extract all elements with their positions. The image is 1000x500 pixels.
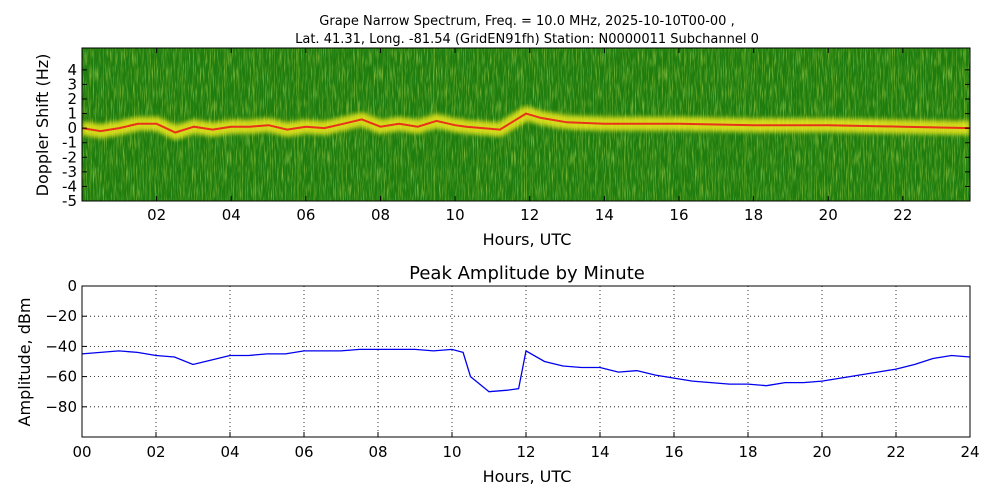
spectrogram-y-tick-label: -2 <box>62 148 77 166</box>
amplitude-x-tick-label: 20 <box>812 443 831 461</box>
spectrogram-streak <box>528 48 530 201</box>
amplitude-x-tick-label: 10 <box>442 443 461 461</box>
spectrogram-x-tick-label: 08 <box>371 206 390 224</box>
amplitude-x-tick-label: 12 <box>516 443 535 461</box>
spectrogram-y-tick-label: -3 <box>62 163 77 181</box>
amplitude-x-tick-label: 04 <box>220 443 239 461</box>
spectrogram-y-tick-label: 4 <box>67 61 77 79</box>
spectrogram-x-tick-label: 04 <box>222 206 241 224</box>
spectrogram-x-axis-label: Hours, UTC <box>483 230 572 249</box>
amplitude-x-axis-label: Hours, UTC <box>483 467 572 486</box>
spectrogram-x-tick-label: 18 <box>744 206 763 224</box>
amplitude-y-tick-label: −40 <box>45 337 77 355</box>
amplitude-y-axis-label: Amplitude, dBm <box>15 298 34 427</box>
amplitude-x-tick-label: 24 <box>960 443 979 461</box>
spectrogram-streak <box>520 48 523 201</box>
amplitude-series-line <box>81 348 971 393</box>
spectrogram-x-tick-label: 14 <box>595 206 614 224</box>
amplitude-x-tick-label: 16 <box>664 443 683 461</box>
spectrogram-x-tick-label: 22 <box>893 206 912 224</box>
spectrogram-y-tick-label: 1 <box>67 105 77 123</box>
amplitude-y-tick-label: −60 <box>45 368 77 386</box>
amplitude-y-tick-label: 0 <box>67 277 77 295</box>
amplitude-x-tick-label: 18 <box>738 443 757 461</box>
spectrogram-y-axis-label: Doppler Shift (Hz) <box>33 54 52 197</box>
doppler-trace-line <box>82 112 970 134</box>
spectrogram-y-tick-label: -1 <box>62 134 77 152</box>
spectrogram-streak <box>536 48 538 201</box>
spectrogram-x-tick-label: 12 <box>520 206 539 224</box>
amplitude-x-tick-label: 22 <box>886 443 905 461</box>
spectrogram-y-tick-label: -4 <box>62 177 77 195</box>
amplitude-plot-area <box>82 286 970 437</box>
spectrogram-y-tick-label: 0 <box>67 119 77 137</box>
amplitude-x-tick-label: 02 <box>146 443 165 461</box>
amplitude-x-tick-label: 06 <box>294 443 313 461</box>
spectrogram-x-tick-label: 20 <box>819 206 838 224</box>
spectrum-title-line1: Grape Narrow Spectrum, Freq. = 10.0 MHz,… <box>319 14 734 29</box>
spectrogram-y-tick-label: -5 <box>62 192 77 210</box>
spectrogram-x-tick-label: 06 <box>296 206 315 224</box>
amplitude-x-tick-label: 08 <box>368 443 387 461</box>
spectrogram-y-tick-label: 2 <box>67 90 77 108</box>
amplitude-title: Peak Amplitude by Minute <box>409 263 645 284</box>
amplitude-x-tick-label: 00 <box>72 443 91 461</box>
amplitude-y-tick-label: −20 <box>45 307 77 325</box>
spectrogram-image <box>82 48 970 201</box>
amplitude-y-tick-label: −80 <box>45 398 77 416</box>
spectrogram-x-tick-label: 02 <box>147 206 166 224</box>
spectrogram-x-tick-label: 16 <box>669 206 688 224</box>
spectrogram-frame <box>81 47 971 202</box>
amplitude-x-tick-label: 14 <box>590 443 609 461</box>
spectrum-title-line2: Lat. 41.31, Long. -81.54 (GridEN91fh) St… <box>295 32 759 47</box>
spectrogram-x-tick-label: 10 <box>446 206 465 224</box>
spectrogram-y-tick-label: 3 <box>67 75 77 93</box>
